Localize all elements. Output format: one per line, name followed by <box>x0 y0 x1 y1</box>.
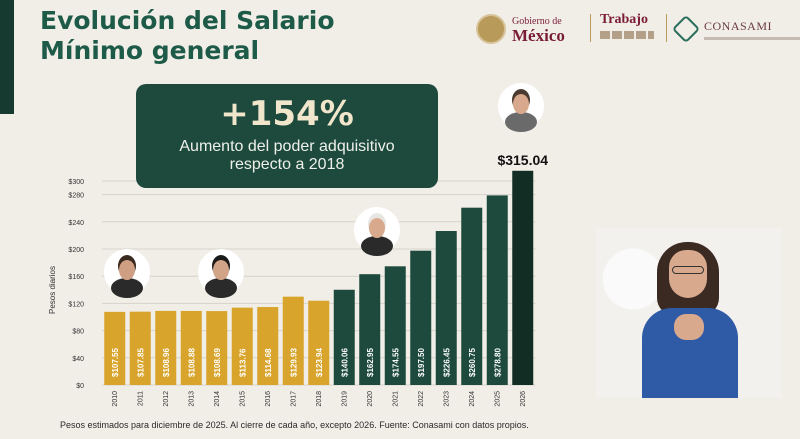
bar <box>359 274 381 385</box>
bar-value-label: $108.88 <box>187 348 196 377</box>
bar-value-label: $226.45 <box>442 348 451 377</box>
portrait-face <box>119 260 135 280</box>
y-tick-label: $80 <box>72 329 84 336</box>
x-tick-label: 2019 <box>341 391 348 407</box>
x-tick-label: 2012 <box>163 391 170 407</box>
bar-value-label: $140.06 <box>340 348 349 377</box>
x-tick-label: 2011 <box>137 391 144 406</box>
page-title: Evolución del Salario Mínimo general <box>40 6 335 66</box>
y-tick-label: $280 <box>68 193 84 200</box>
title-line-2: Mínimo general <box>40 36 260 65</box>
portrait-face <box>213 260 229 280</box>
callout-value: +154% <box>220 94 354 134</box>
bar-value-label: $108.96 <box>162 348 171 377</box>
y-tick-label: $240 <box>68 220 84 227</box>
bar <box>333 289 355 385</box>
trabajo-label: Trabajo <box>600 12 648 27</box>
portrait-body <box>111 278 143 298</box>
bar <box>308 300 330 385</box>
x-tick-label: 2026 <box>520 391 527 407</box>
sign-language-interpreter-video <box>596 228 782 398</box>
x-tick-label: 2025 <box>494 391 501 407</box>
y-tick-label: $0 <box>76 383 84 390</box>
bar <box>512 170 534 385</box>
title-line-1: Evolución del Salario <box>40 6 335 35</box>
bar-value-label: $174.55 <box>391 348 400 377</box>
x-tick-label: 2020 <box>367 391 374 407</box>
bar-value-label: $114.68 <box>264 348 273 377</box>
bar-value-label: $197.50 <box>417 348 426 377</box>
conasami-logo: CONASAMI <box>671 12 800 46</box>
bar-value-label: $278.80 <box>493 348 502 377</box>
y-tick-label: $300 <box>68 179 84 186</box>
x-tick-label: 2010 <box>112 391 119 407</box>
y-axis-label: Pesos diarios <box>48 266 57 314</box>
y-tick-label: $120 <box>68 301 84 308</box>
conasami-label: CONASAMI <box>704 18 773 33</box>
bar-value-label: $113.76 <box>238 348 247 377</box>
x-tick-label: 2024 <box>469 391 476 407</box>
bar <box>435 231 457 385</box>
bar-value-label: $129.93 <box>289 348 298 377</box>
bar-value-label: $123.94 <box>315 348 324 377</box>
portrait-body <box>361 236 393 256</box>
highlight-value-label: $315.04 <box>497 152 548 168</box>
gobierno-label: Gobierno de <box>512 16 562 27</box>
bar <box>410 250 432 385</box>
bar <box>282 296 304 385</box>
accent-bar <box>0 0 14 114</box>
bar-value-label: $107.55 <box>111 348 120 377</box>
bar <box>155 310 177 385</box>
source-footnote: Pesos estimados para diciembre de 2025. … <box>60 420 529 430</box>
bar <box>384 266 406 385</box>
bar <box>206 311 228 385</box>
trabajo-logo: Trabajo <box>600 12 654 46</box>
bar-value-label: $162.95 <box>366 348 375 377</box>
callout-line-1: Aumento del poder adquisitivo <box>179 138 395 155</box>
trabajo-subtitle-lines <box>600 31 654 39</box>
x-tick-label: 2017 <box>290 391 297 407</box>
bar <box>231 307 253 385</box>
bar <box>257 307 279 385</box>
x-tick-label: 2021 <box>392 391 399 407</box>
y-tick-label: $40 <box>72 356 84 363</box>
portrait-face <box>513 94 529 114</box>
x-tick-label: 2022 <box>418 391 425 407</box>
bar <box>461 207 483 385</box>
logo-divider <box>590 14 591 42</box>
x-tick-label: 2014 <box>214 391 221 407</box>
y-tick-label: $160 <box>68 274 84 281</box>
conasami-subtitle-lines <box>704 36 800 40</box>
x-tick-label: 2015 <box>239 391 246 407</box>
bar-value-label: $107.85 <box>136 348 145 377</box>
portrait-body <box>205 278 237 298</box>
x-tick-label: 2018 <box>316 391 323 407</box>
increase-callout: +154% Aumento del poder adquisitivo resp… <box>136 84 438 188</box>
mexico-label: México <box>512 26 565 45</box>
bar-value-label: $108.69 <box>213 348 222 377</box>
bar <box>129 311 151 385</box>
y-tick-label: $200 <box>68 247 84 254</box>
national-seal-icon <box>476 14 506 44</box>
gobierno-de-mexico-logo: Gobierno de México <box>476 12 565 46</box>
x-tick-label: 2016 <box>265 391 272 407</box>
portrait-face <box>369 218 385 238</box>
portrait-body <box>505 112 537 132</box>
bar <box>104 311 126 385</box>
x-tick-label: 2023 <box>443 391 450 407</box>
callout-line-2: respecto a 2018 <box>229 156 345 173</box>
bar-value-label: $260.75 <box>468 348 477 377</box>
logo-divider <box>666 14 667 42</box>
bar <box>486 195 508 385</box>
bar <box>180 310 202 385</box>
x-tick-label: 2013 <box>188 391 195 407</box>
